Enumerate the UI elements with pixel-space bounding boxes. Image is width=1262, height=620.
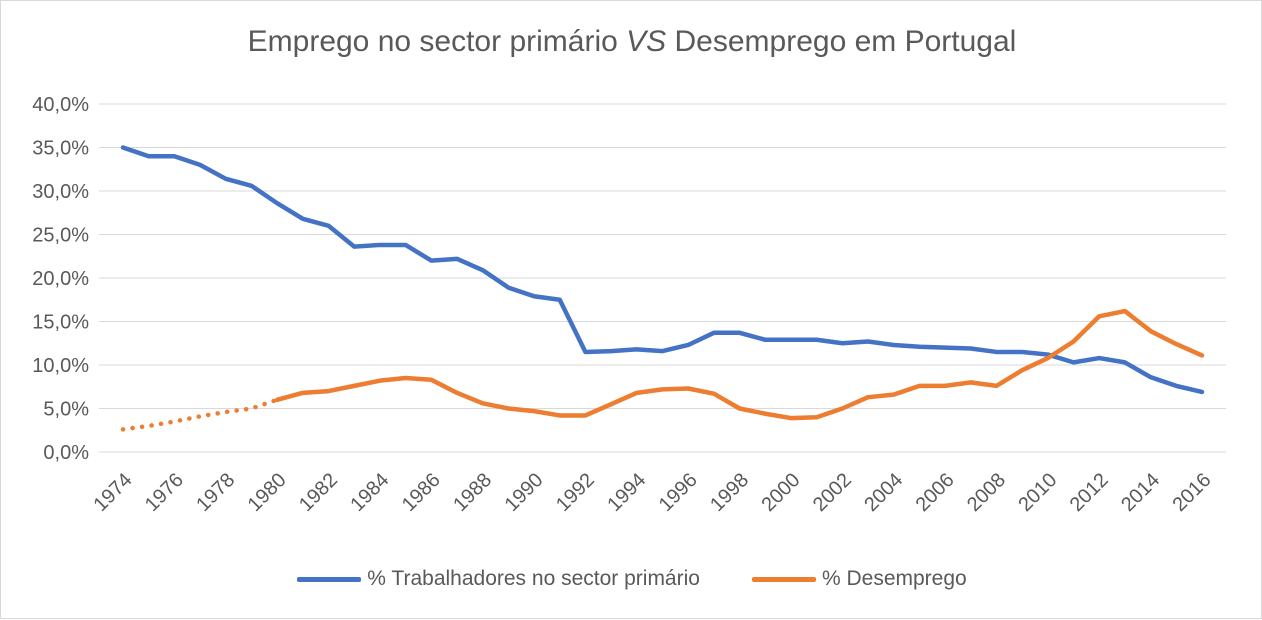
x-tick-label: 1992 <box>552 469 599 516</box>
x-tick-label: 1986 <box>398 469 445 516</box>
y-tick-label: 25,0% <box>32 225 89 247</box>
chart-title-part-1: Emprego no sector primário <box>247 25 627 58</box>
x-tick-label: 2002 <box>809 469 856 516</box>
y-tick-label: 10,0% <box>32 355 89 377</box>
series-line-desemprego-dotted <box>120 397 280 432</box>
x-tick-label: 1994 <box>603 469 650 516</box>
legend-label-trabalhadores: % Trabalhadores no sector primário <box>367 567 700 590</box>
x-tick-label: 1984 <box>346 469 393 516</box>
x-tick-label: 2006 <box>912 469 959 516</box>
legend-item-desemprego: % Desemprego <box>751 567 967 591</box>
x-tick-label: 1976 <box>141 469 188 516</box>
x-tick-label: 1988 <box>449 469 496 516</box>
x-axis-tick-labels: 1974 1976 1978 1980 1982 1984 1986 1988 1990 1992… <box>90 469 1216 516</box>
legend: % Trabalhadores no sector primário % Des… <box>1 567 1262 591</box>
y-tick-label: 5,0% <box>43 399 89 421</box>
x-tick-label: 2004 <box>860 469 907 516</box>
x-tick-label: 1980 <box>244 469 291 516</box>
series-line-trabalhadores <box>120 145 1205 395</box>
y-tick-label: 20,0% <box>32 268 89 290</box>
x-tick-label: 1978 <box>192 469 239 516</box>
x-tick-label: 1990 <box>501 469 548 516</box>
chart-title-part-2: VS <box>626 25 667 58</box>
legend-label-desemprego: % Desemprego <box>821 567 967 590</box>
x-tick-label: 1998 <box>706 469 753 516</box>
series-line-desemprego <box>274 308 1205 421</box>
y-tick-label: 30,0% <box>32 181 89 203</box>
y-tick-label: 0,0% <box>43 442 89 464</box>
x-tick-label: 2010 <box>1014 469 1061 516</box>
y-axis-tick-labels: 0,0% 5,0% 10,0% 15,0% 20,0% 25,0% 30,0% 35,0% 40… <box>32 94 89 464</box>
x-tick-label: 2012 <box>1066 469 1113 516</box>
x-tick-label: 1974 <box>90 469 137 516</box>
x-tick-label: 2000 <box>757 469 804 516</box>
x-tick-label: 2014 <box>1117 469 1164 516</box>
series-lines <box>120 145 1205 432</box>
chart-title-part-3: Desemprego em Portugal <box>666 25 1017 58</box>
x-tick-label: 2008 <box>963 469 1010 516</box>
legend-swatch-trabalhadores <box>297 576 362 582</box>
legend-swatch-desemprego <box>751 576 816 582</box>
x-tick-label: 1982 <box>295 469 342 516</box>
gridlines <box>99 103 1226 453</box>
legend-item-trabalhadores: % Trabalhadores no sector primário <box>297 567 700 591</box>
x-tick-label: 1996 <box>655 469 702 516</box>
y-tick-label: 40,0% <box>32 94 89 116</box>
y-tick-label: 15,0% <box>32 312 89 334</box>
x-tick-label: 2016 <box>1169 469 1216 516</box>
chart-title: Emprego no sector primário VS Desemprego… <box>1 25 1262 59</box>
y-tick-label: 35,0% <box>32 138 89 160</box>
